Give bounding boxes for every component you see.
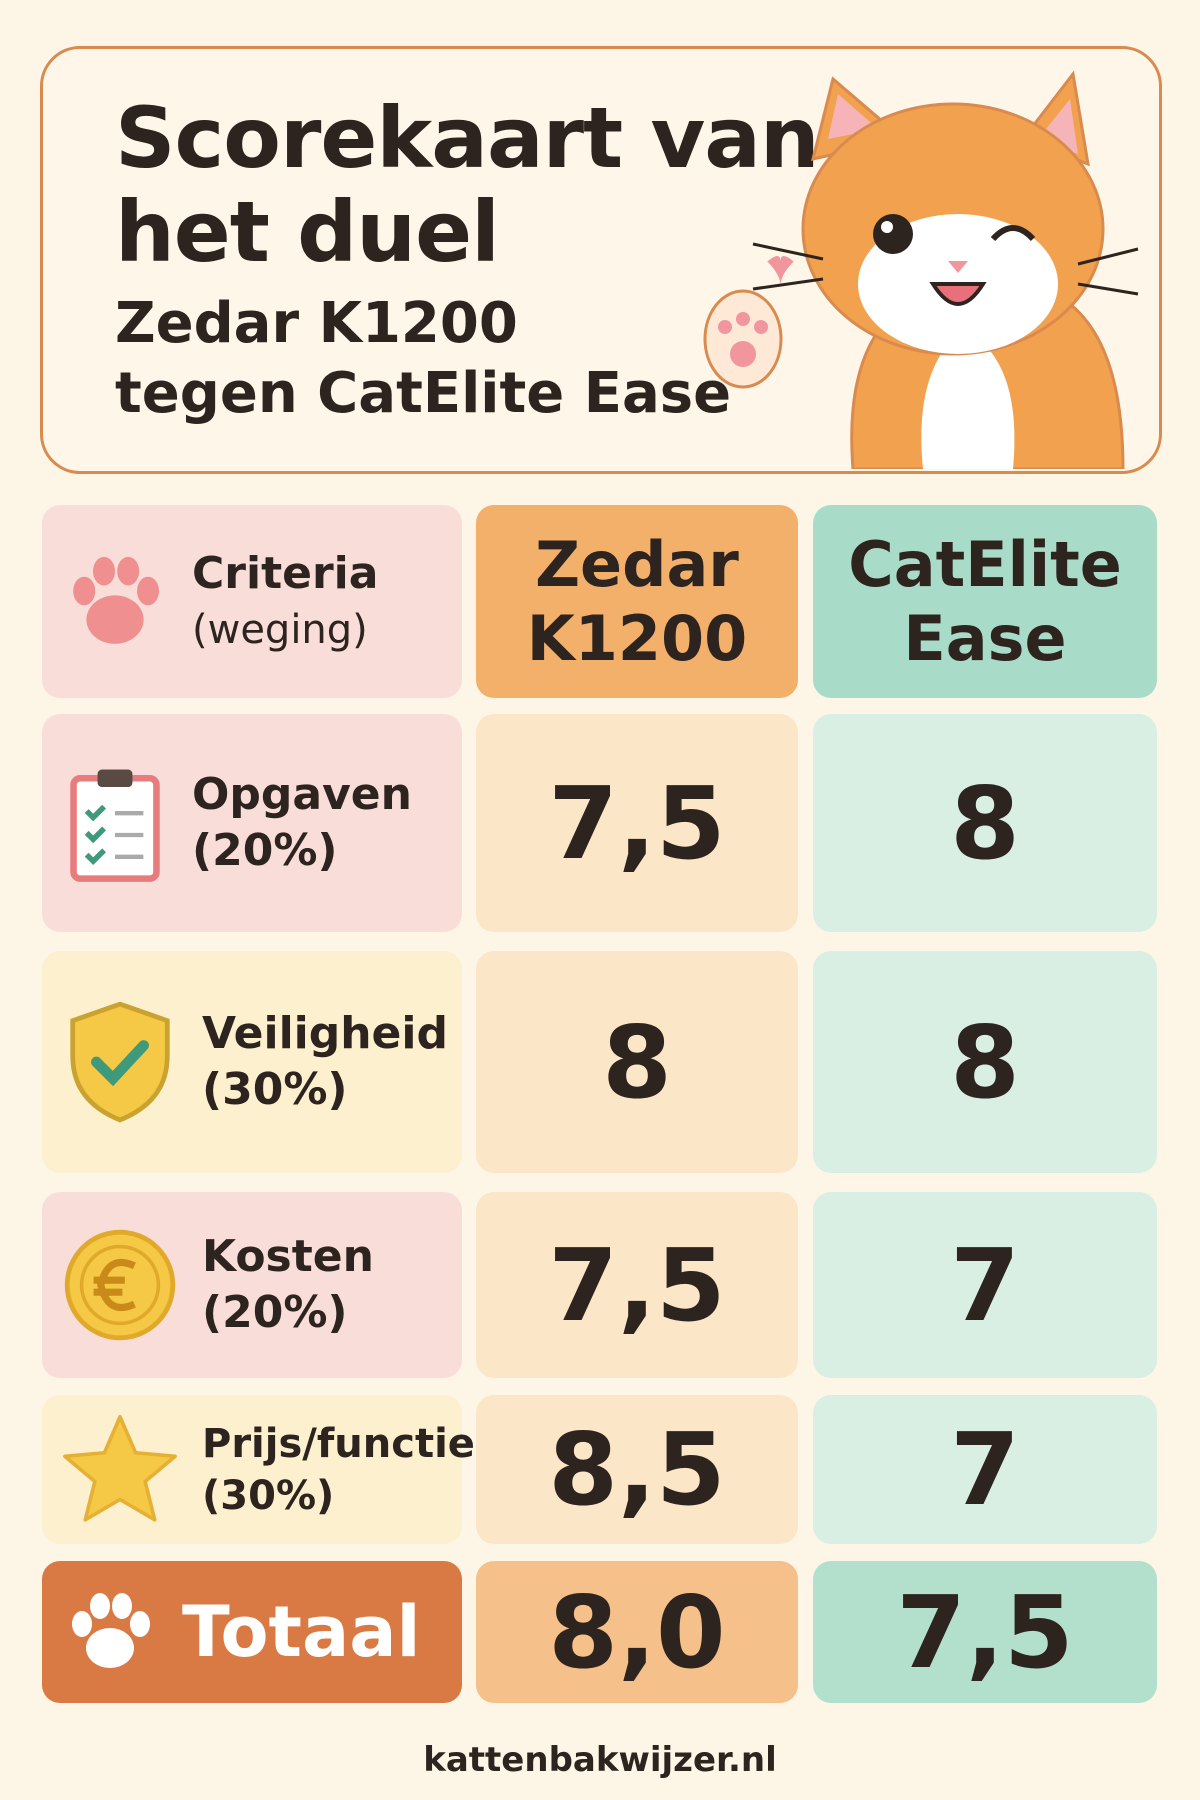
- criterion-weight: (20%): [202, 1287, 348, 1338]
- total-score: 7,5: [813, 1561, 1157, 1703]
- criterion-text: Veiligheid (30%): [202, 1006, 448, 1118]
- score-cell: 7: [813, 1192, 1157, 1378]
- score-cell: 8: [813, 714, 1157, 932]
- criterion-text: Prijs/functies (30%): [202, 1418, 499, 1522]
- header-card: Scorekaart van het duel Zedar K1200 tege…: [40, 46, 1162, 474]
- criteria-note: (weging): [192, 606, 368, 653]
- footer: kattenbakwijzer.nl: [423, 1740, 777, 1780]
- criterion-weight: (30%): [202, 1472, 335, 1519]
- criterion-text: Kosten (20%): [202, 1229, 374, 1341]
- criterion-name: Opgaven: [192, 769, 412, 820]
- product-name: K1200: [526, 601, 748, 675]
- criterion-cell: Kosten (20%): [42, 1192, 462, 1378]
- product-header: CatElite Ease: [813, 505, 1157, 698]
- criterion-text: Opgaven (20%): [192, 767, 412, 879]
- product-name: CatElite: [848, 527, 1122, 601]
- star-icon: [63, 1414, 177, 1522]
- score-cell: 7,5: [476, 1192, 798, 1378]
- paw-icon: [72, 1593, 150, 1668]
- criteria-label: Criteria: [192, 547, 379, 599]
- total-score: 8,0: [476, 1561, 798, 1703]
- product-header: Zedar K1200: [476, 505, 798, 698]
- criterion-cell: Opgaven (20%): [42, 714, 462, 932]
- criteria-header: Criteria (weging): [42, 505, 462, 698]
- subtitle: Zedar K1200 tegen CatElite Ease: [115, 289, 731, 429]
- criterion-weight: (20%): [192, 825, 338, 876]
- criterion-weight: (30%): [202, 1064, 348, 1115]
- total-label: Totaal: [182, 1591, 421, 1673]
- paw-icon: [73, 556, 159, 644]
- score-cell: 8: [476, 951, 798, 1173]
- product-name: Ease: [903, 601, 1067, 675]
- clipboard-icon: [70, 769, 160, 882]
- title-line: het duel: [115, 183, 500, 281]
- title: Scorekaart van het duel: [115, 89, 820, 281]
- coin-icon: [64, 1229, 176, 1341]
- product-name: Zedar: [535, 527, 739, 601]
- total-label-cell: Totaal: [42, 1561, 462, 1703]
- score-cell: 8,5: [476, 1395, 798, 1544]
- score-cell: 7: [813, 1395, 1157, 1544]
- criterion-name: Prijs/functies: [202, 1420, 499, 1467]
- score-cell: 7,5: [476, 714, 798, 932]
- criterion-name: Kosten: [202, 1231, 374, 1282]
- criteria-header-text: Criteria (weging): [192, 546, 378, 658]
- title-line: Scorekaart van: [115, 89, 820, 187]
- criterion-cell: Veiligheid (30%): [42, 951, 462, 1173]
- score-cell: 8: [813, 951, 1157, 1173]
- shield-icon: [70, 1001, 170, 1123]
- subtitle-line: tegen CatElite Ease: [115, 361, 732, 426]
- criterion-name: Veiligheid: [202, 1008, 448, 1059]
- criterion-cell: Prijs/functies (30%): [42, 1395, 499, 1544]
- cat-illustration: [703, 70, 1139, 469]
- subtitle-line: Zedar K1200: [115, 291, 518, 356]
